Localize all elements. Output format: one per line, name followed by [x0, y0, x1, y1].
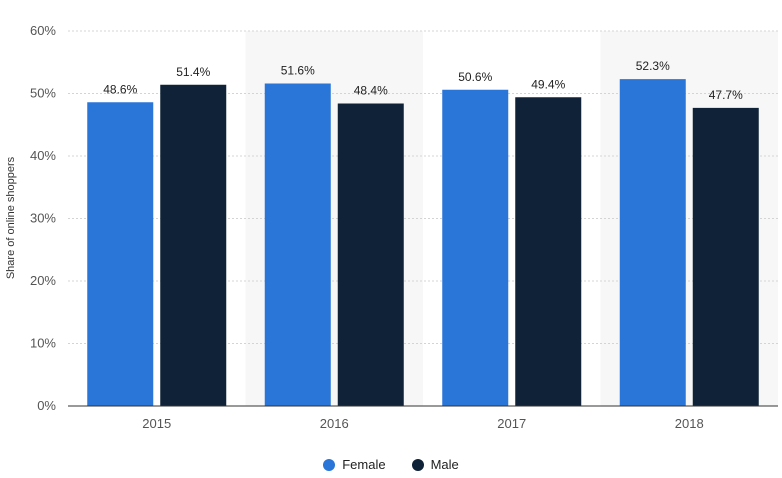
bars: [87, 79, 759, 406]
legend-swatch-female: [323, 458, 336, 471]
bar-female-2015: [87, 102, 154, 406]
x-tick-label: 2018: [675, 416, 704, 431]
data-label: 51.6%: [281, 64, 315, 78]
y-tick-label: 40%: [30, 148, 56, 163]
legend-label-female: Female: [342, 457, 386, 472]
bar-male-2018: [692, 107, 759, 406]
y-tick-label: 20%: [30, 273, 56, 288]
y-axis-title: Share of online shoppers: [5, 156, 17, 279]
x-tick-label: 2016: [320, 416, 349, 431]
legend-label-male: Male: [430, 457, 459, 472]
legend-swatch-male: [411, 458, 424, 471]
y-tick-label: 50%: [30, 86, 56, 101]
data-label: 47.7%: [709, 88, 743, 102]
legend-item-female[interactable]: Female: [323, 457, 386, 472]
bar-male-2015: [160, 84, 227, 406]
y-axis-ticks: 0% 10% 20% 30% 40% 50% 60%: [30, 23, 56, 413]
data-label: 52.3%: [636, 59, 670, 73]
bar-female-2017: [442, 89, 509, 406]
bar-female-2016: [264, 83, 331, 406]
bar-male-2016: [337, 103, 404, 406]
x-tick-label: 2017: [497, 416, 526, 431]
y-tick-label: 30%: [30, 211, 56, 226]
bar-female-2018: [619, 79, 686, 406]
data-label: 48.4%: [354, 84, 388, 98]
x-tick-label: 2015: [142, 416, 171, 431]
data-labels: 48.6% 51.4% 51.6% 48.4% 50.6% 49.4% 52.3% 47.7%: [103, 59, 743, 102]
data-label: 48.6%: [103, 82, 137, 96]
x-axis-ticks: 2015 2016 2017 2018: [142, 416, 703, 431]
data-label: 51.4%: [176, 65, 210, 79]
data-label: 50.6%: [458, 70, 492, 84]
legend: Female Male: [0, 457, 782, 472]
y-tick-label: 60%: [30, 23, 56, 38]
y-tick-label: 0%: [37, 398, 56, 413]
legend-item-male[interactable]: Male: [411, 457, 459, 472]
data-label: 49.4%: [531, 77, 565, 91]
y-tick-label: 10%: [30, 336, 56, 351]
bar-male-2017: [515, 97, 582, 406]
